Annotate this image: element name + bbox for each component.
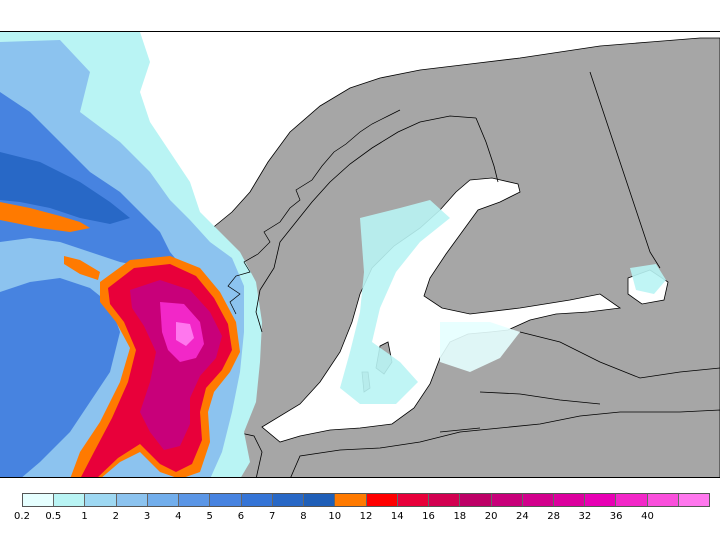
legend-swatch — [647, 494, 679, 506]
precip-west-dense — [0, 152, 130, 224]
legend-swatch — [678, 494, 710, 506]
legend-swatch — [616, 494, 648, 506]
legend-tick-label: 0.2 — [14, 511, 30, 522]
legend-tick-label: 20 — [484, 511, 498, 522]
legend-swatch — [304, 494, 336, 506]
legend-swatch — [210, 494, 242, 506]
legend-tick-label: 8 — [300, 511, 307, 522]
precipitation-map — [0, 31, 720, 478]
legend-tick-label: 4 — [175, 511, 182, 522]
legend-tick-label: 7 — [268, 511, 276, 522]
precip-orange-streak-2 — [64, 256, 100, 280]
legend-tick-label: 24 — [515, 511, 529, 522]
legend-swatch — [179, 494, 211, 506]
legend-swatch — [553, 494, 586, 506]
continental-land — [290, 409, 720, 477]
legend-tick-label: 14 — [390, 511, 404, 522]
legend-swatch — [54, 494, 86, 506]
precip-baltic-light — [340, 200, 450, 404]
legend-swatch — [147, 494, 180, 506]
norway-coastline-detail — [227, 109, 401, 315]
legend-swatch — [241, 494, 273, 506]
legend-swatch — [491, 494, 523, 506]
legend-tick-label: 6 — [237, 511, 245, 522]
legend-tick-label: 18 — [453, 511, 467, 522]
legend-tick-label: 10 — [328, 511, 342, 522]
precip-core-lightpink — [176, 322, 194, 346]
legend-tick-label: 2 — [112, 511, 119, 522]
color-scale-bar — [22, 493, 710, 507]
precip-west-strong-south — [0, 278, 120, 477]
precip-orange-streak-1 — [0, 202, 90, 232]
legend-tick-label: 0.5 — [45, 511, 62, 522]
legend-tick-label: 28 — [547, 511, 560, 522]
legend-tick-label: 36 — [609, 511, 623, 522]
legend-swatch — [429, 494, 461, 506]
finland-russia-border — [589, 71, 661, 269]
legend-swatch — [23, 494, 55, 506]
legend-swatch — [522, 494, 554, 506]
legend-tick-label: 16 — [422, 511, 435, 522]
legend-tick-label: 32 — [578, 511, 592, 522]
color-scale-labels: 0.2 0.5 1 2 3 4 5 6 7 8 10 12 14 16 18 20 24 28 32 36 40 — [0, 511, 720, 527]
legend-swatch — [116, 494, 148, 506]
legend-swatch — [85, 494, 117, 506]
precip-finland-light — [630, 264, 666, 294]
legend-tick-label: 5 — [206, 511, 213, 522]
legend-tick-label: 3 — [143, 511, 151, 522]
norway-sweden-border — [255, 115, 477, 333]
baltic-states-borders — [439, 331, 720, 433]
sweden-finland-border — [475, 117, 499, 183]
legend-swatch — [585, 494, 617, 506]
legend-swatch — [460, 494, 492, 506]
legend-tick-label: 1 — [81, 511, 88, 522]
legend-swatch — [397, 494, 430, 506]
legend-swatch — [272, 494, 305, 506]
map-canvas — [0, 32, 720, 477]
legend-tick-label: 40 — [641, 511, 654, 522]
precip-baltic-east — [440, 322, 520, 372]
legend-swatch — [335, 494, 367, 506]
legend-swatch — [366, 494, 398, 506]
legend-tick-label: 12 — [359, 511, 373, 522]
